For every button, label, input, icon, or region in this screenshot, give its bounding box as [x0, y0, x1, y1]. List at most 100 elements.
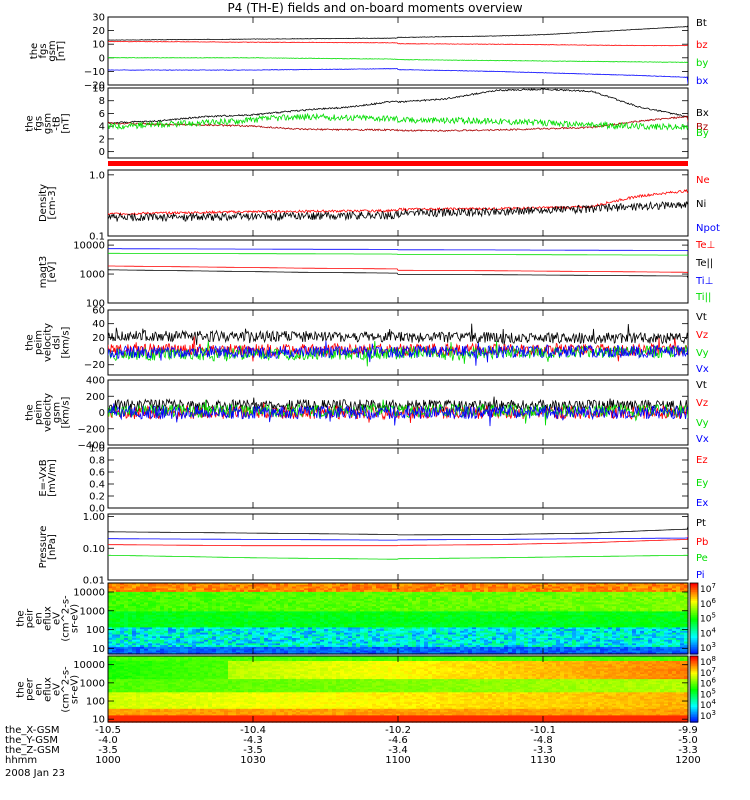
heatmap-cell — [132, 590, 137, 593]
heatmap-cell — [176, 583, 181, 586]
heatmap-cell — [196, 597, 201, 600]
heatmap-cell — [244, 648, 249, 652]
heatmap-cell — [148, 625, 153, 628]
heatmap-cell — [264, 620, 269, 623]
heatmap-cell — [172, 613, 177, 616]
heatmap-cell — [184, 604, 189, 607]
heatmap-cell — [228, 650, 233, 653]
heatmap-cell — [272, 643, 277, 646]
heatmap-cell — [108, 634, 113, 637]
heatmap-cell — [280, 611, 285, 614]
heatmap-cell — [236, 636, 241, 639]
heatmap-cell — [224, 636, 229, 639]
heatmap-cell — [208, 597, 213, 600]
heatmap-cell — [284, 611, 289, 614]
heatmap-cell — [132, 615, 137, 618]
heatmap-cell — [184, 645, 189, 648]
heatmap-cell — [132, 652, 137, 655]
heatmap-cell — [216, 602, 221, 605]
heatmap-cell — [128, 639, 133, 643]
heatmap-cell — [196, 607, 201, 611]
heatmap-cell — [276, 595, 281, 598]
heatmap-cell — [232, 599, 237, 602]
heatmap-cell — [220, 625, 225, 628]
heatmap-cell — [116, 643, 121, 646]
heatmap-cell — [192, 590, 197, 593]
heatmap-cell — [120, 586, 125, 589]
heatmap-cell — [144, 602, 149, 605]
heatmap-cell — [172, 650, 177, 653]
heatmap-cell — [260, 616, 265, 620]
y-tick-label: 1.0 — [89, 444, 105, 455]
heatmap-cell — [236, 641, 241, 644]
heatmap-cell — [144, 609, 149, 612]
heatmap-cell — [164, 611, 169, 614]
heatmap-cell — [272, 604, 277, 607]
heatmap-cell — [224, 611, 229, 614]
heatmap-cell — [116, 590, 121, 593]
heatmap-cell — [220, 616, 225, 620]
heatmap-cell — [124, 638, 129, 641]
heatmap-cell — [168, 625, 173, 628]
heatmap-cell — [228, 634, 233, 637]
legend-entry: bz — [696, 40, 708, 51]
heatmap-cell — [224, 597, 229, 600]
heatmap-cell — [152, 583, 157, 586]
heatmap-cell — [148, 634, 153, 637]
heatmap-cell — [264, 646, 269, 650]
heatmap-cell — [176, 634, 181, 637]
heatmap-cell — [148, 606, 153, 609]
heatmap-cell — [108, 641, 113, 644]
heatmap-cell — [124, 591, 129, 595]
heatmap-cell — [192, 625, 197, 628]
heatmap-cell — [256, 595, 261, 598]
heatmap-cell — [236, 595, 241, 598]
heatmap-cell — [168, 620, 173, 623]
series-line-bx — [108, 68, 688, 84]
heatmap-cell — [244, 618, 249, 621]
heatmap-cell — [140, 604, 145, 607]
heatmap-cell — [184, 590, 189, 593]
heatmap-cell — [216, 630, 221, 634]
heatmap-cell — [264, 630, 269, 634]
heatmap-cell — [132, 583, 137, 586]
heatmap-cell — [212, 646, 217, 650]
heatmap-cell — [164, 636, 169, 639]
heatmap-cell — [264, 591, 269, 595]
heatmap-cell — [208, 629, 213, 632]
heatmap-cell — [144, 606, 149, 609]
heatmap-cell — [188, 629, 193, 632]
heatmap-cell — [220, 599, 225, 602]
heatmap-cell — [240, 625, 245, 628]
y-tick-label: 0 — [99, 408, 105, 419]
heatmap-cell — [136, 609, 141, 612]
heatmap-cell — [120, 602, 125, 605]
y-tick-label: 0 — [99, 147, 105, 158]
heatmap-cell — [228, 646, 233, 650]
heatmap-cell — [276, 588, 281, 591]
heatmap-cell — [112, 646, 117, 650]
heatmap-cell — [152, 620, 157, 623]
heatmap-cell — [124, 650, 129, 653]
heatmap-cell — [196, 645, 201, 648]
heatmap-cell — [272, 636, 277, 639]
heatmap-cell — [248, 615, 253, 618]
heatmap-cell — [116, 632, 121, 636]
heatmap-cell — [128, 588, 133, 591]
heatmap-cell — [232, 634, 237, 637]
heatmap-cell — [124, 584, 129, 588]
heatmap-cell — [240, 597, 245, 600]
heatmap-cell — [120, 593, 125, 596]
heatmap-cell — [116, 623, 121, 627]
heatmap-cell — [156, 602, 161, 605]
heatmap-cell — [224, 613, 229, 616]
heatmap-cell — [252, 639, 257, 643]
heatmap-cell — [168, 584, 173, 588]
heatmap-cell — [176, 622, 181, 625]
heatmap-cell — [172, 629, 177, 632]
heatmap-cell — [240, 646, 245, 650]
heatmap-cell — [252, 613, 257, 616]
legend-entry: Vx — [696, 434, 709, 445]
series-line-vx — [108, 340, 688, 366]
heatmap-cell — [248, 643, 253, 646]
